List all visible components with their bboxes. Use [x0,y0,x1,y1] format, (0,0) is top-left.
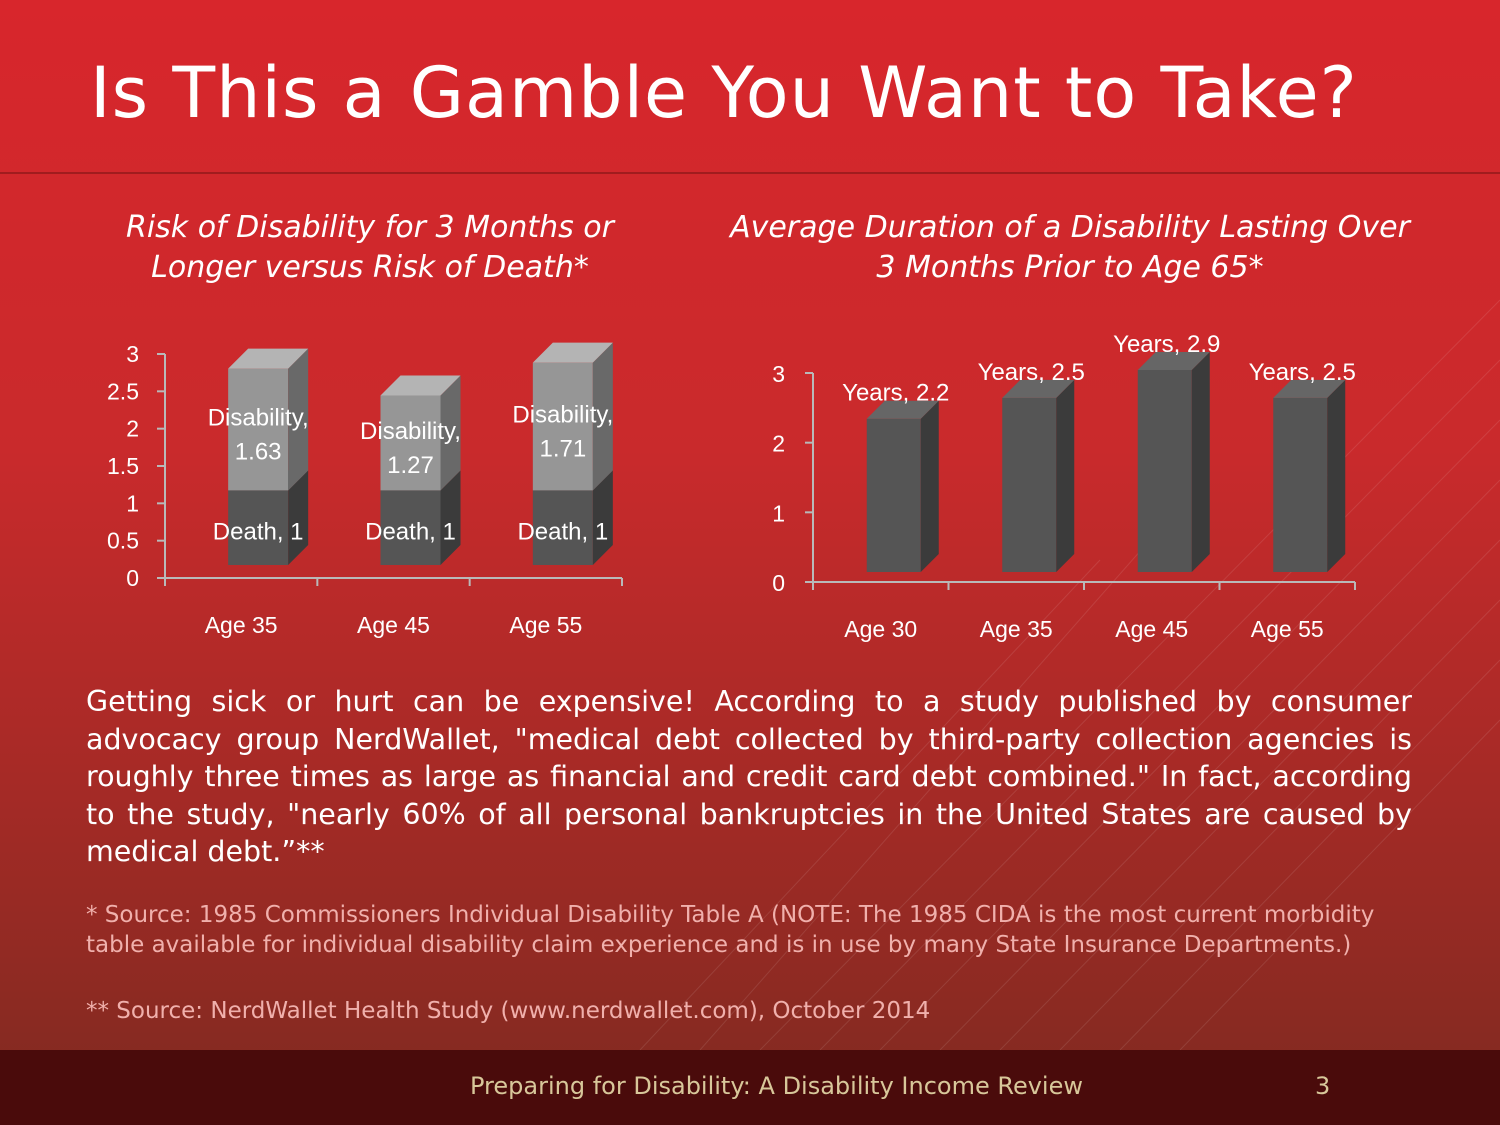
y-tick-label: 3 [772,361,785,387]
data-label-disability: Disability, 1.63 [208,404,309,465]
x-tick-label: Age 45 [1115,616,1188,642]
bar-years [866,400,939,572]
data-label-disability: Disability, 1.71 [512,401,613,462]
bar-disability [228,348,309,491]
y-tick-label: 1 [772,500,785,526]
bar-years [1137,351,1210,572]
y-tick-label: 0 [772,570,785,596]
body-paragraph: Getting sick or hurt can be expensive! A… [86,685,1412,868]
y-tick-label: 3 [126,341,139,367]
chart1-title: Risk of Disability for 3 Months or Longe… [125,210,614,285]
footer-title: Preparing for Disability: A Disability I… [470,1072,1083,1100]
disability-vs-death-chart: 0 0.5 1 1.5 2 2.5 3 Death, 1 Disability, 1.63 Age … [107,341,623,638]
bar-years [1273,379,1346,572]
y-tick-label: 2.5 [107,378,139,404]
footer-bar [0,1050,1500,1125]
y-tick-label: 1 [126,490,139,516]
data-label-years: Years, 2.9 [1113,331,1220,358]
y-tick-label: 0 [126,565,139,591]
data-label-years: Years, 2.2 [842,380,949,407]
x-tick-label: Age 35 [205,612,278,638]
data-label-death: Death, 1 [517,519,608,546]
x-tick-label: Age 55 [509,612,582,638]
x-tick-label: Age 30 [844,616,917,642]
chart2-title: Average Duration of a Disability Lasting… [730,210,1410,285]
y-tick-label: 2 [126,416,139,442]
bar-disability [532,342,613,491]
bar-disability [380,375,461,491]
y-tick-label: 2 [772,431,785,457]
data-label-years: Years, 2.5 [978,359,1085,386]
data-label-disability: Disability, 1.27 [360,418,461,479]
footnote-nerdwallet-source: ** Source: NerdWallet Health Study (www.… [86,998,931,1024]
disability-duration-chart: 0 1 2 3 Years, 2.2 Age 30 Years, 2.5 Age 35 Year… [772,331,1356,642]
x-tick-label: Age 45 [357,612,430,638]
slide-title: Is This a Gamble You Want to Take? [90,52,1358,134]
y-tick-label: 1.5 [107,453,139,479]
page-number: 3 [1315,1072,1331,1100]
footnote-cida-source: * Source: 1985 Commissioners Individual … [86,902,1375,958]
title-divider [0,172,1500,174]
y-tick-label: 0.5 [107,528,139,554]
data-label-death: Death, 1 [365,519,456,546]
bar-years [1002,379,1075,572]
x-tick-label: Age 35 [980,616,1053,642]
data-label-years: Years, 2.5 [1249,359,1356,386]
x-tick-label: Age 55 [1251,616,1324,642]
data-label-death: Death, 1 [213,519,304,546]
